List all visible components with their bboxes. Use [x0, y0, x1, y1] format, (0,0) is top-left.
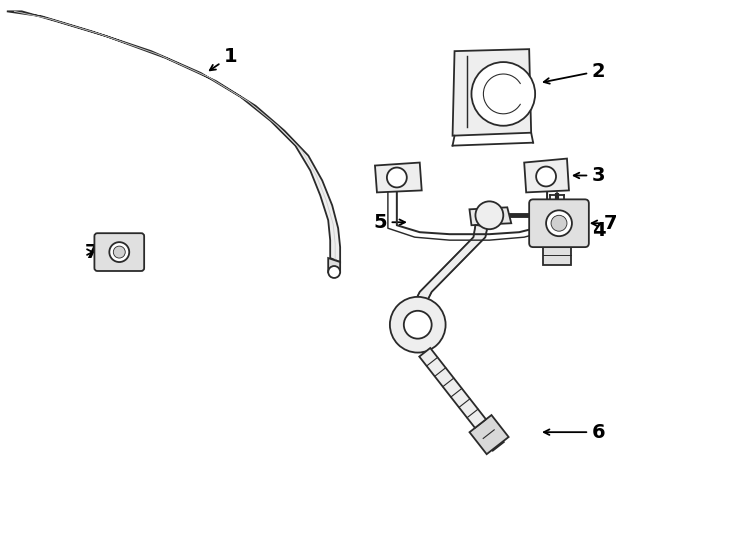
Text: 1: 1 — [210, 46, 238, 70]
Polygon shape — [470, 207, 512, 225]
Text: 7: 7 — [592, 214, 617, 233]
Text: 4: 4 — [577, 221, 606, 240]
Circle shape — [109, 242, 129, 262]
Text: 2: 2 — [544, 62, 606, 84]
Polygon shape — [419, 348, 504, 451]
Circle shape — [404, 311, 432, 339]
FancyBboxPatch shape — [529, 199, 589, 247]
Polygon shape — [7, 11, 340, 262]
Polygon shape — [470, 415, 509, 454]
Polygon shape — [543, 245, 571, 265]
Circle shape — [551, 215, 567, 231]
Polygon shape — [328, 258, 340, 272]
Circle shape — [113, 246, 126, 258]
Circle shape — [536, 166, 556, 186]
Text: 5: 5 — [373, 213, 405, 232]
Text: 7: 7 — [84, 242, 98, 261]
Circle shape — [328, 266, 340, 278]
Polygon shape — [453, 49, 531, 136]
FancyBboxPatch shape — [95, 233, 144, 271]
Polygon shape — [524, 159, 569, 192]
Circle shape — [546, 210, 572, 236]
Text: 6: 6 — [544, 423, 606, 442]
Circle shape — [471, 62, 535, 126]
Polygon shape — [375, 163, 422, 192]
Text: 3: 3 — [574, 166, 606, 185]
Circle shape — [390, 297, 446, 353]
Polygon shape — [412, 225, 487, 312]
Circle shape — [387, 167, 407, 187]
Circle shape — [476, 201, 504, 229]
